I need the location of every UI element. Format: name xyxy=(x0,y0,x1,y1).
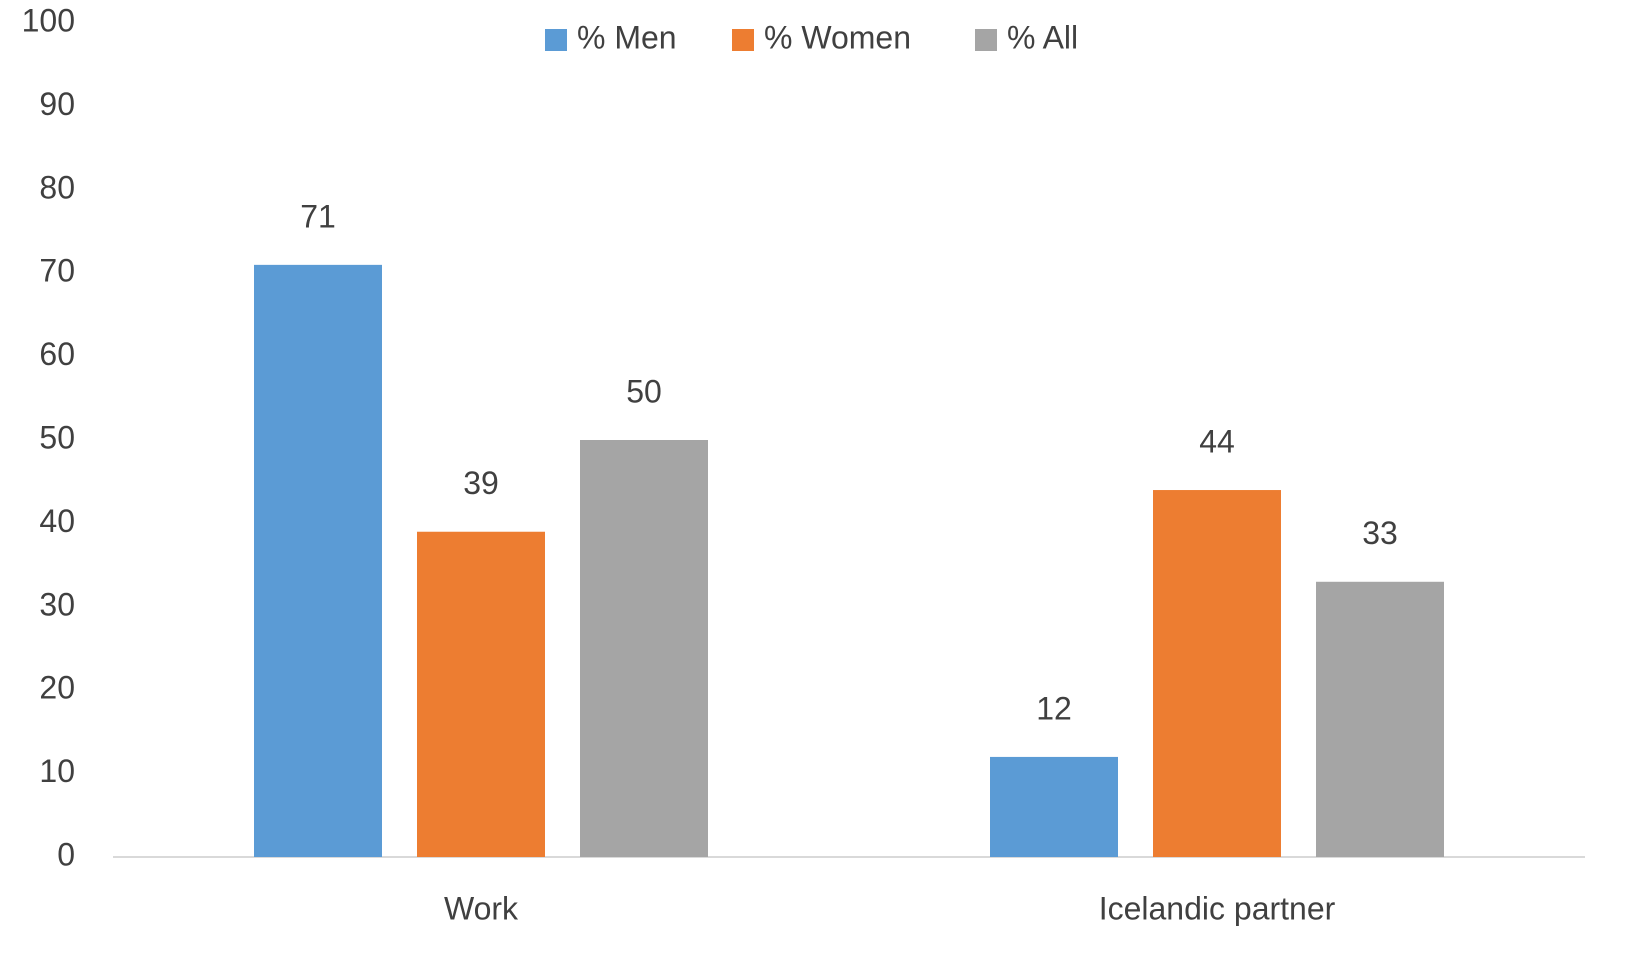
y-tick-label: 100 xyxy=(22,2,75,38)
y-tick-label: 70 xyxy=(39,253,75,289)
bar xyxy=(1316,581,1444,857)
x-tick-label: Work xyxy=(444,890,519,926)
y-tick-label: 0 xyxy=(57,836,75,872)
bar xyxy=(254,264,382,857)
x-tick-label: Icelandic partner xyxy=(1099,890,1336,926)
data-label: 39 xyxy=(463,465,499,501)
legend-label: % Women xyxy=(764,19,911,55)
data-label: 50 xyxy=(626,373,662,409)
legend-swatch xyxy=(545,29,567,51)
y-tick-label: 10 xyxy=(39,753,75,789)
data-label: 12 xyxy=(1036,690,1072,726)
y-tick-label: 40 xyxy=(39,503,75,539)
bar xyxy=(580,440,708,857)
data-label: 44 xyxy=(1199,423,1235,459)
y-tick-label: 30 xyxy=(39,586,75,622)
bar xyxy=(990,756,1118,857)
y-tick-label: 20 xyxy=(39,670,75,706)
bar xyxy=(417,531,545,857)
bar xyxy=(1153,490,1281,857)
legend-label: % Men xyxy=(577,19,677,55)
data-label: 33 xyxy=(1362,515,1398,551)
data-label: 71 xyxy=(300,198,336,234)
y-tick-label: 80 xyxy=(39,169,75,205)
y-tick-label: 50 xyxy=(39,419,75,455)
y-tick-label: 90 xyxy=(39,86,75,122)
legend-swatch xyxy=(975,29,997,51)
legend-swatch xyxy=(732,29,754,51)
legend-label: % All xyxy=(1007,19,1078,55)
y-tick-label: 60 xyxy=(39,336,75,372)
